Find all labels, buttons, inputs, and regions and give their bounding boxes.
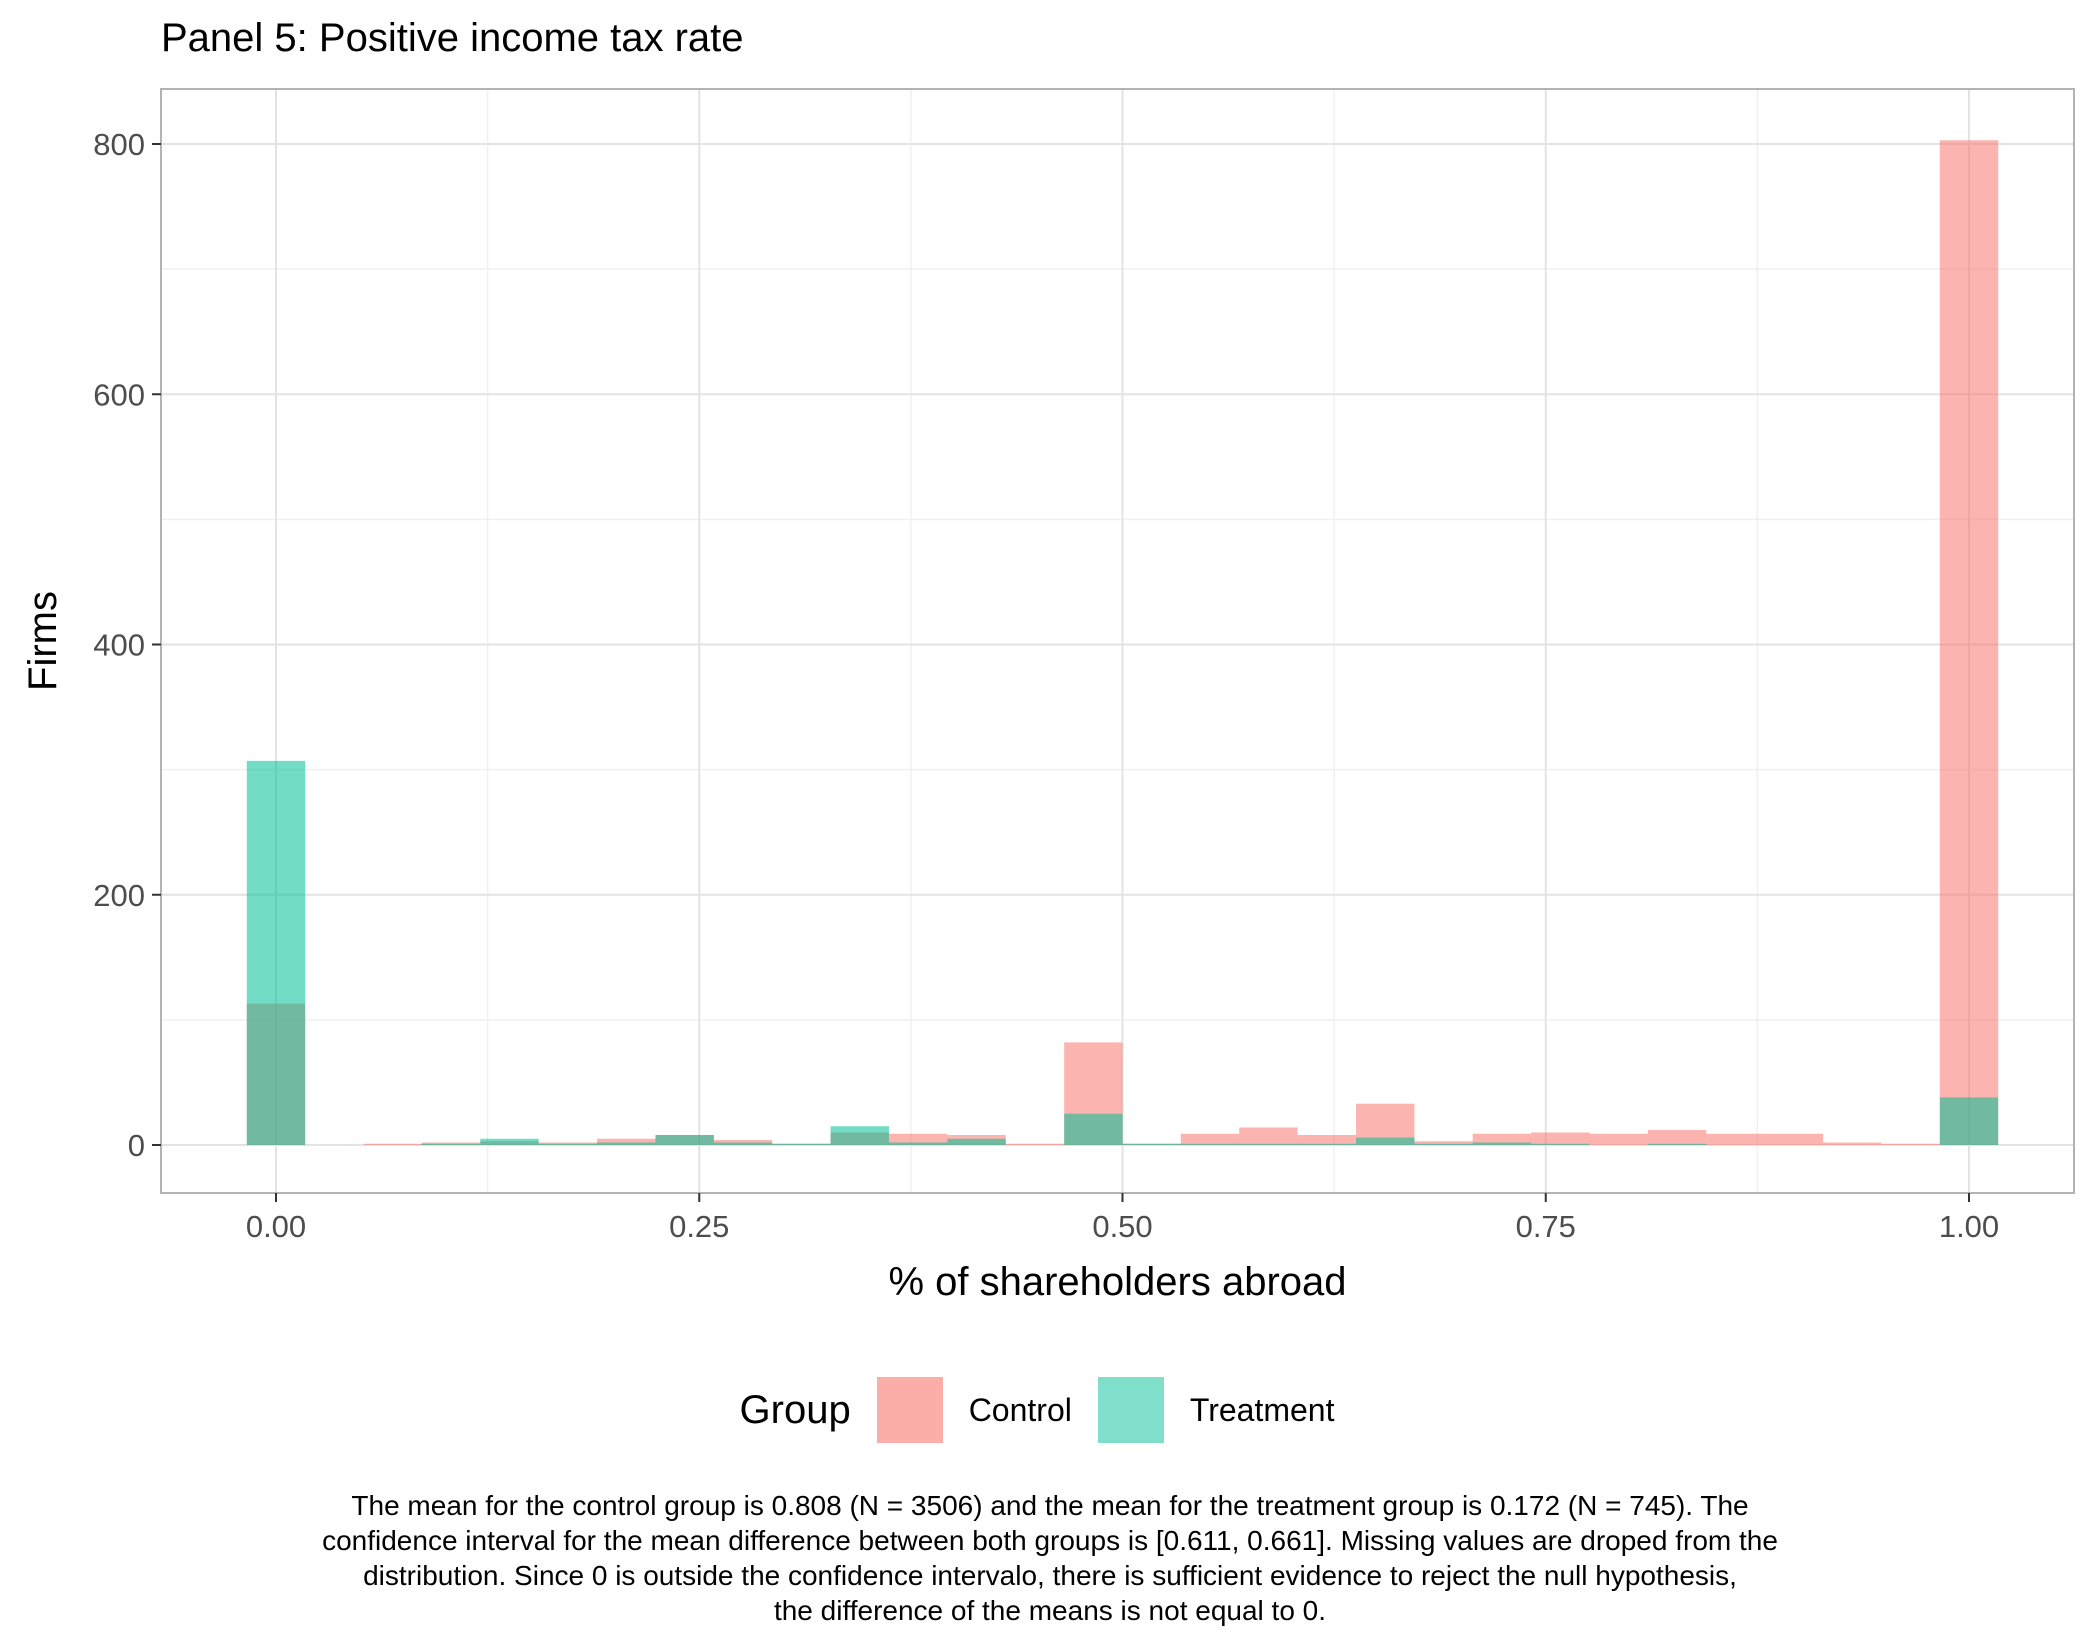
chart-title: Panel 5: Positive income tax rate — [161, 16, 744, 60]
bar-control — [1764, 1133, 1824, 1145]
bar-treatment — [947, 1138, 1006, 1145]
x-tick-label: 0.25 — [669, 1209, 729, 1244]
legend-key-treatment — [1097, 1377, 1164, 1443]
bar-control — [1531, 1132, 1590, 1145]
bars — [246, 140, 1999, 1146]
y-tick-label: 600 — [93, 377, 145, 412]
x-axis-title: % of shareholders abroad — [888, 1260, 1346, 1304]
bar-control — [888, 1133, 948, 1145]
y-tick-label: 400 — [93, 628, 145, 663]
y-tick-label: 800 — [93, 127, 145, 162]
chart-caption: The mean for the control group is 0.808 … — [200, 1488, 1900, 1628]
bar-control — [1589, 1133, 1648, 1145]
bar-control — [1297, 1134, 1357, 1145]
x-tick-label: 1.00 — [1939, 1209, 1999, 1244]
legend-label-treatment: Treatment — [1189, 1391, 1335, 1428]
bar-treatment — [655, 1134, 714, 1145]
axis-ticks: 0.00 0.25 0.50 0.75 1.00 0 200 400 600 800 — [93, 127, 1999, 1244]
bar-treatment — [830, 1126, 889, 1145]
bar-treatment — [1531, 1143, 1590, 1145]
bar-control — [1822, 1142, 1882, 1145]
bar-treatment — [1472, 1142, 1532, 1145]
bar-treatment — [480, 1138, 539, 1145]
legend-title: Group — [739, 1387, 851, 1432]
histogram-plot: 0.00 0.25 0.50 0.75 1.00 0 200 400 600 800 % of s… — [21, 88, 2075, 1304]
y-tick-label: 0 — [128, 1128, 145, 1163]
bar-treatment — [246, 760, 306, 1145]
bar-treatment — [597, 1142, 656, 1145]
bar-treatment — [772, 1143, 831, 1145]
bar-treatment — [1414, 1143, 1473, 1145]
bar-treatment — [1122, 1143, 1181, 1145]
bar-control — [1005, 1143, 1065, 1145]
caption-line: distribution. Since 0 is outside the con… — [363, 1560, 1737, 1591]
panel-border — [160, 88, 2075, 1194]
caption-line: confidence interval for the mean differe… — [322, 1525, 1778, 1556]
bar-control — [1881, 1143, 1940, 1145]
y-axis-title: Firms — [21, 591, 65, 691]
x-tick-label: 0.50 — [1092, 1209, 1152, 1244]
legend: Group Control Treatment — [0, 1375, 2100, 1445]
x-tick-label: 0.00 — [246, 1209, 306, 1244]
y-tick-label: 200 — [93, 878, 145, 913]
bar-control — [1472, 1133, 1532, 1145]
bar-treatment — [1647, 1143, 1707, 1145]
bar-treatment — [1939, 1097, 1999, 1145]
bar-control — [1414, 1141, 1473, 1145]
caption-line: The mean for the control group is 0.808 … — [351, 1490, 1749, 1521]
bar-control — [1239, 1127, 1298, 1145]
bar-control — [1706, 1133, 1765, 1145]
x-tick-label: 0.75 — [1516, 1209, 1576, 1244]
caption-line: the difference of the means is not equal… — [773, 1595, 1327, 1626]
bar-treatment — [1064, 1113, 1123, 1145]
bar-control — [1939, 140, 1999, 1146]
bar-treatment — [1356, 1137, 1415, 1145]
bar-treatment — [538, 1143, 598, 1145]
grid-lines — [161, 89, 2074, 1193]
bar-treatment — [1239, 1143, 1298, 1145]
bar-treatment — [713, 1142, 773, 1145]
bar-control — [363, 1143, 423, 1145]
legend-key-control — [876, 1377, 943, 1443]
bar-control — [597, 1138, 656, 1145]
bar-control — [1647, 1129, 1707, 1145]
bar-treatment — [1180, 1143, 1240, 1145]
bar-treatment — [888, 1142, 948, 1145]
bar-control — [1180, 1133, 1240, 1145]
bar-treatment — [1297, 1143, 1357, 1145]
legend-label-control: Control — [968, 1391, 1072, 1428]
bar-treatment — [421, 1143, 481, 1145]
